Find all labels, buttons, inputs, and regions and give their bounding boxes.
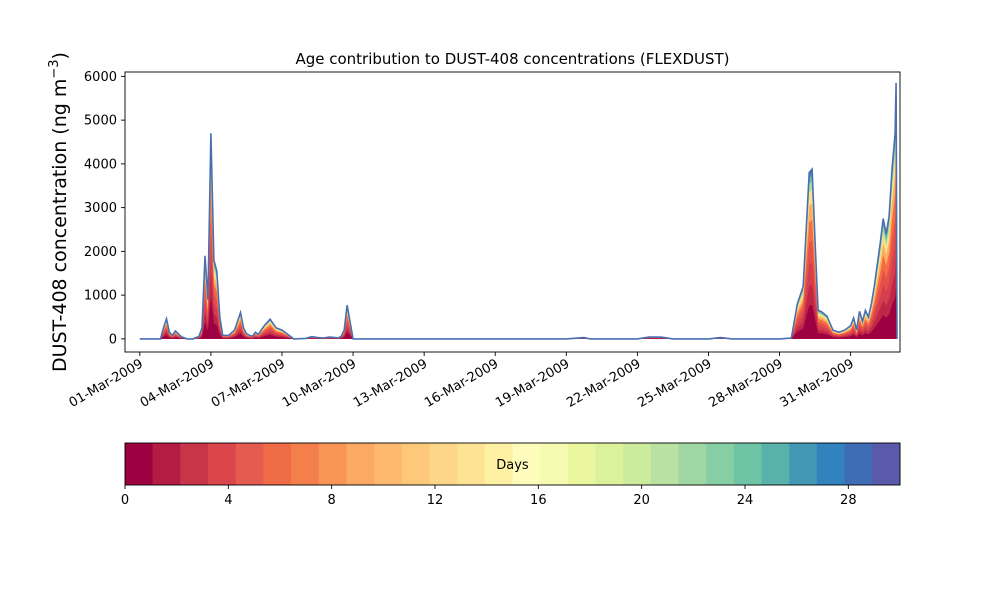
colorbar-cell: [650, 443, 679, 485]
y-axis: 0 1000 2000 3000 4000 5000 6000: [84, 70, 125, 347]
y-tick-label: 6000: [84, 70, 117, 85]
y-axis-label-exponent: −3: [47, 59, 62, 78]
y-tick-label: 5000: [84, 114, 117, 129]
y-tick-label: 2000: [84, 245, 117, 260]
y-tick-label: 4000: [84, 157, 117, 172]
colorbar-cell: [235, 443, 264, 485]
plot-area: [124, 71, 901, 353]
colorbar-cell: [844, 443, 873, 485]
x-tick-label: 22-Mar-2009: [564, 356, 643, 410]
plot-frame: [124, 71, 901, 353]
age-layer-9: [139, 257, 898, 339]
age-layer-8: [139, 223, 898, 339]
colorbar-tick-label: 0: [121, 493, 129, 508]
colorbar-cell: [152, 443, 181, 485]
x-tick-label: 28-Mar-2009: [706, 356, 785, 410]
x-tick-label: 16-Mar-2009: [422, 356, 501, 410]
age-layer-6: [139, 159, 898, 339]
colorbar-frame: [124, 442, 901, 486]
age-layer-10: [139, 287, 898, 339]
colorbar-cell: [429, 443, 458, 485]
colorbar-cell: [540, 443, 569, 485]
colorbar-cell: [816, 443, 846, 485]
x-tick-label: 19-Mar-2009: [493, 356, 572, 410]
colorbar-cell: [180, 443, 209, 485]
colorbar-cell: [678, 443, 707, 485]
colorbar-cell: [623, 443, 652, 485]
colorbar-tick-label: 4: [224, 493, 232, 508]
x-tick-label: 10-Mar-2009: [280, 356, 359, 410]
colorbar-tick-label: 12: [427, 493, 444, 508]
y-tick-label: 1000: [84, 289, 117, 304]
x-tick-label: 01-Mar-2009: [67, 356, 146, 410]
colorbar-cell: [318, 443, 347, 485]
age-layer-7: [139, 190, 898, 339]
age-layer-0: [139, 82, 898, 339]
colorbar-cell: [567, 443, 596, 485]
x-tick-label: 13-Mar-2009: [351, 356, 430, 410]
age-layer-4: [139, 113, 898, 339]
age-layer-3: [139, 100, 898, 339]
age-layer-5: [139, 134, 898, 339]
age-layer-1: [139, 86, 898, 339]
colorbar-cell: [374, 443, 403, 485]
colorbar-cell: [484, 443, 513, 485]
colorbar-cell: [706, 443, 735, 485]
chart-title: Age contribution to DUST-408 concentrati…: [295, 50, 729, 68]
colorbar-cells: [125, 443, 901, 485]
x-tick-label: 31-Mar-2009: [778, 356, 857, 410]
colorbar-cell: [401, 443, 430, 485]
age-contribution-areas: [139, 82, 898, 339]
x-tick-label: 07-Mar-2009: [209, 356, 288, 410]
x-tick-label: 04-Mar-2009: [138, 356, 217, 410]
x-axis: 01-Mar-200904-Mar-200907-Mar-200910-Mar-…: [67, 352, 857, 411]
y-axis-label-close: ): [49, 52, 71, 59]
colorbar-cell: [595, 443, 624, 485]
x-tick-label: 25-Mar-2009: [635, 356, 714, 410]
colorbar-tick-label: 24: [737, 493, 754, 508]
colorbar-tick-label: 20: [633, 493, 650, 508]
y-tick-label: 0: [109, 332, 117, 347]
y-axis-label-text: DUST-408 concentration (ng m: [49, 79, 71, 372]
colorbar-cell: [457, 443, 486, 485]
y-tick-label: 3000: [84, 201, 117, 216]
total-concentration-line: [139, 82, 898, 340]
colorbar-cell: [263, 443, 292, 485]
colorbar-cell: [761, 443, 790, 485]
age-layer-2: [139, 91, 898, 339]
colorbar-label: Days: [496, 458, 529, 473]
y-axis-label: DUST-408 concentration (ng m−3): [47, 52, 71, 372]
colorbar-cell: [291, 443, 320, 485]
colorbar-cell: [346, 443, 375, 485]
colorbar-cell: [512, 443, 541, 485]
colorbar-cell: [125, 443, 154, 485]
colorbar-cell: [789, 443, 818, 485]
colorbar-tick-label: 16: [530, 493, 547, 508]
colorbar-tick-label: 8: [328, 493, 336, 508]
colorbar: Days 0 4 8 12 16 20 24 28: [121, 442, 901, 508]
colorbar-cell: [733, 443, 763, 485]
colorbar-tick-label: 28: [840, 493, 857, 508]
colorbar-ticks: 0 4 8 12 16 20 24 28: [121, 485, 857, 508]
colorbar-cell: [872, 443, 901, 485]
colorbar-cell: [208, 443, 237, 485]
